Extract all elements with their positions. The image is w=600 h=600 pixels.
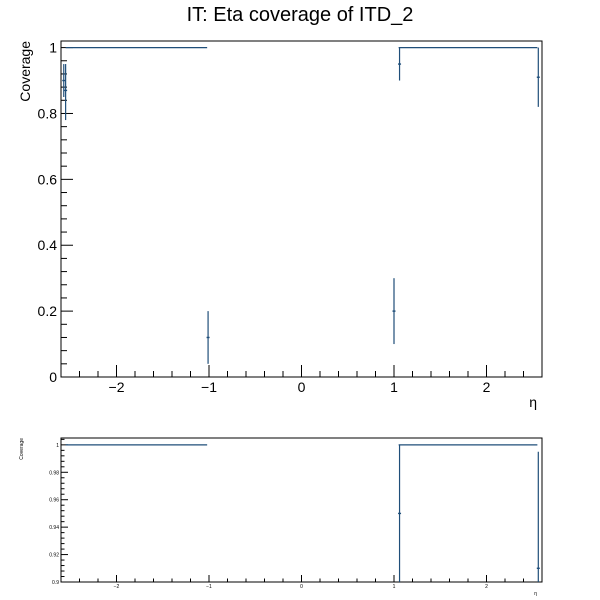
plot-frame bbox=[60, 40, 543, 378]
x-tick-label: 2 bbox=[485, 584, 488, 590]
y-axis-label: Coverage bbox=[17, 41, 33, 102]
x-tick-label: 1 bbox=[390, 379, 398, 395]
plot-frame bbox=[60, 437, 543, 583]
y-axis-label: Coverage bbox=[19, 438, 25, 460]
y-tick-label: 0.92 bbox=[49, 553, 59, 559]
y-tick-label: 0.98 bbox=[49, 470, 59, 476]
x-tick-label: 0 bbox=[298, 379, 306, 395]
main-panel: −2 −1 0 1 2 0 0.2 0.4 0.6 0.8 1 η Coverage bbox=[17, 40, 543, 410]
zoom-panel: −2 −1 0 1 2 0.9 0.92 0.94 0.96 0.98 1 η Coverage bbox=[19, 437, 543, 597]
y-tick-label: 0.94 bbox=[49, 525, 59, 531]
x-tick-label: 2 bbox=[483, 379, 491, 395]
y-tick-label: 0.96 bbox=[49, 498, 59, 504]
y-tick-label: 0.4 bbox=[38, 237, 58, 253]
x-axis-label: η bbox=[529, 394, 537, 410]
y-tick-label: 0.8 bbox=[38, 105, 58, 121]
y-tick-label: 1 bbox=[56, 443, 59, 449]
y-tick-label: 0.9 bbox=[52, 580, 59, 586]
x-tick-label: 1 bbox=[393, 584, 396, 590]
x-axis-label: η bbox=[534, 591, 537, 597]
x-tick-label: −1 bbox=[206, 584, 212, 590]
x-tick-label: −2 bbox=[114, 584, 120, 590]
y-tick-label: 0.6 bbox=[38, 171, 58, 187]
y-tick-label: 1 bbox=[49, 40, 57, 56]
y-tick-label: 0.2 bbox=[38, 303, 58, 319]
y-tick-label: 0 bbox=[49, 369, 57, 385]
x-tick-label: −1 bbox=[201, 379, 217, 395]
x-tick-label: 0 bbox=[300, 584, 303, 590]
chart-title: IT: Eta coverage of ITD_2 bbox=[187, 4, 414, 26]
x-tick-label: −2 bbox=[109, 379, 125, 395]
